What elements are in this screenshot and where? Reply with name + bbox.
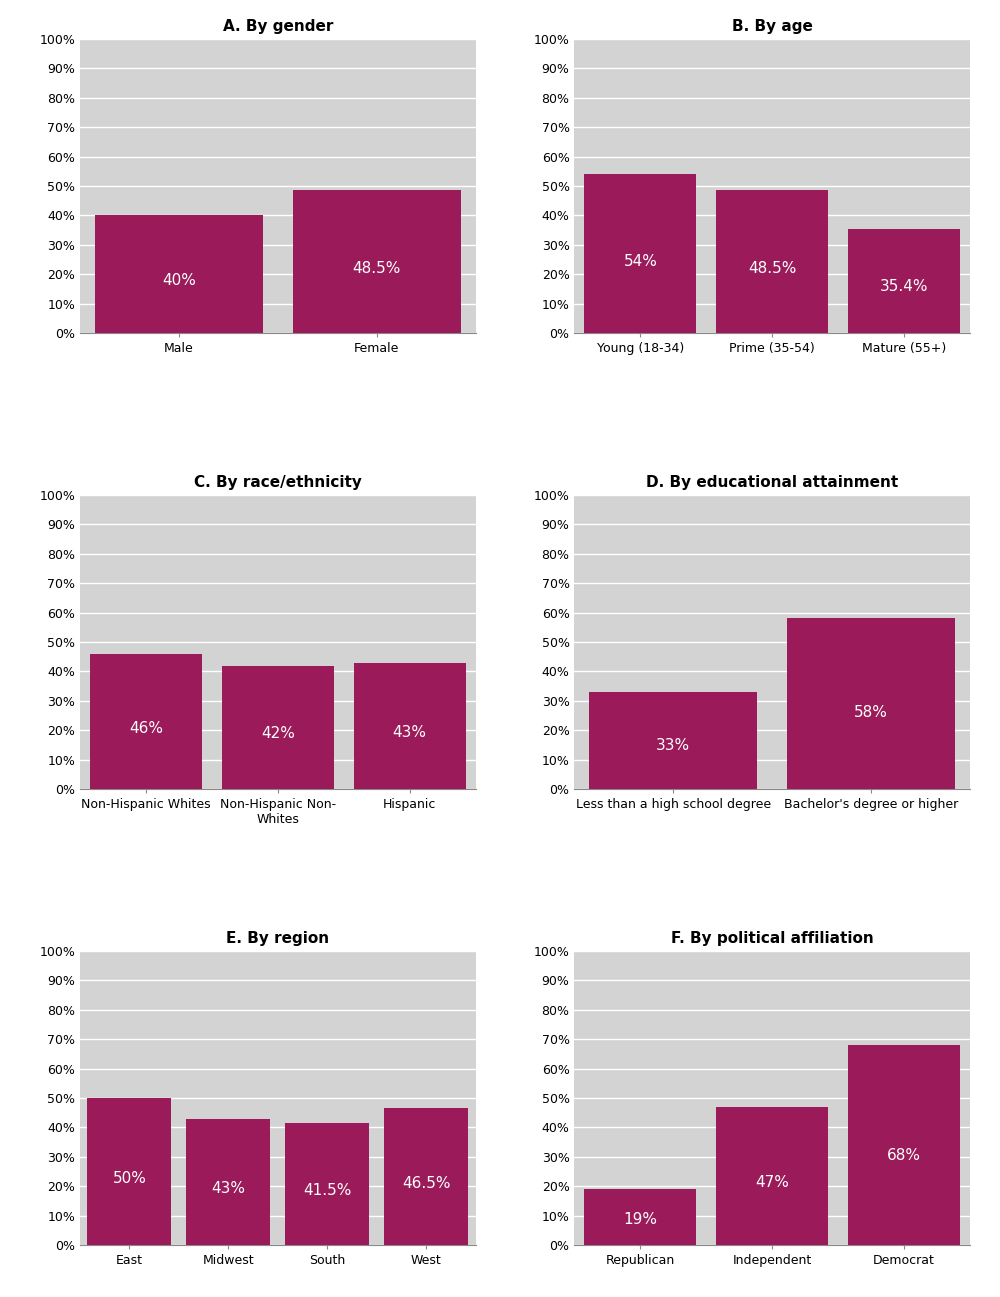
Text: 35.4%: 35.4%	[880, 279, 928, 293]
Text: 46.5%: 46.5%	[402, 1176, 450, 1191]
Bar	[716, 1106, 828, 1245]
Text: 42%: 42%	[261, 726, 295, 741]
Bar	[90, 654, 202, 789]
Bar	[285, 1123, 369, 1245]
Text: 54%: 54%	[623, 254, 657, 268]
Text: 19%: 19%	[623, 1213, 657, 1227]
Text: 41.5%: 41.5%	[303, 1183, 351, 1197]
Bar	[384, 1109, 468, 1245]
Bar	[716, 191, 828, 333]
Bar	[589, 693, 757, 789]
Title: A. By gender: A. By gender	[223, 18, 333, 34]
Text: 50%: 50%	[113, 1171, 146, 1187]
Bar	[848, 1045, 960, 1245]
Bar	[95, 215, 263, 333]
Bar	[186, 1118, 270, 1245]
Text: 43%: 43%	[393, 725, 427, 739]
Bar	[222, 665, 334, 789]
Bar	[354, 663, 466, 789]
Text: 68%: 68%	[887, 1148, 921, 1162]
Bar	[293, 191, 461, 333]
Text: 48.5%: 48.5%	[352, 262, 401, 276]
Text: 43%: 43%	[211, 1180, 245, 1196]
Text: 46%: 46%	[129, 721, 163, 735]
Text: 48.5%: 48.5%	[748, 262, 796, 276]
Bar	[787, 619, 955, 789]
Text: 33%: 33%	[656, 738, 690, 754]
Title: E. By region: E. By region	[226, 930, 329, 946]
Title: C. By race/ethnicity: C. By race/ethnicity	[194, 475, 362, 489]
Bar	[87, 1099, 171, 1245]
Text: 40%: 40%	[162, 272, 196, 288]
Title: B. By age: B. By age	[732, 18, 813, 34]
Text: 58%: 58%	[854, 704, 888, 720]
Bar	[848, 230, 960, 333]
Text: 47%: 47%	[755, 1175, 789, 1191]
Title: D. By educational attainment: D. By educational attainment	[646, 475, 898, 489]
Bar	[584, 174, 696, 333]
Title: F. By political affiliation: F. By political affiliation	[671, 930, 874, 946]
Bar	[584, 1189, 696, 1245]
